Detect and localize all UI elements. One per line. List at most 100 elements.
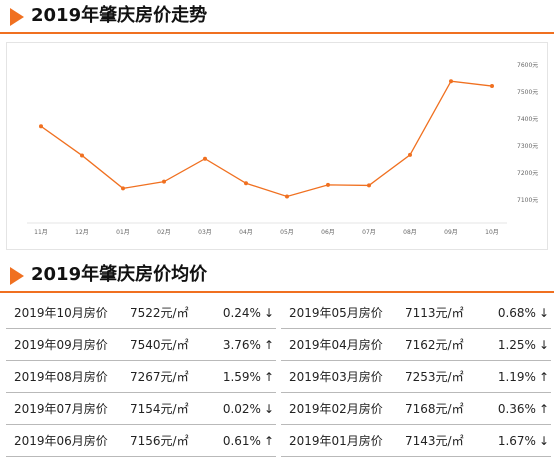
data-point xyxy=(285,194,289,199)
x-tick-label: 12月 xyxy=(75,229,89,236)
y-tick-label: 7300元 xyxy=(517,143,538,150)
row-change-value: 0.24% xyxy=(222,306,261,320)
row-change: 0.61% ↑ xyxy=(223,434,274,448)
change-arrow-icon: ↑ xyxy=(538,370,549,384)
x-tick-label: 11月 xyxy=(34,229,48,236)
data-point xyxy=(39,124,43,129)
data-point xyxy=(408,152,412,157)
row-price: 7162元/㎡ xyxy=(405,338,464,352)
table-section-header: 2019年肇庆房价均价 xyxy=(0,259,554,293)
row-change: 1.25% ↓ xyxy=(498,338,549,352)
change-arrow-icon: ↓ xyxy=(538,306,549,320)
row-change: 0.24% ↓ xyxy=(223,306,274,320)
table-row: 2019年05月房价 7113元/㎡ 0.68% ↓ xyxy=(281,297,551,329)
row-change: 1.67% ↓ xyxy=(498,434,549,448)
change-arrow-icon: ↑ xyxy=(263,370,274,384)
row-change-value: 1.25% xyxy=(497,338,536,352)
data-point xyxy=(121,186,125,191)
row-price: 7522元/㎡ xyxy=(130,306,189,320)
row-month: 2019年08月房价 xyxy=(14,370,108,384)
data-point xyxy=(244,181,248,186)
data-point xyxy=(203,156,207,161)
data-point xyxy=(449,79,453,84)
row-month: 2019年06月房价 xyxy=(14,434,108,448)
header-divider xyxy=(0,291,554,293)
x-tick-label: 04月 xyxy=(239,229,253,236)
row-price: 7168元/㎡ xyxy=(405,402,464,416)
row-change-value: 1.19% xyxy=(497,370,536,384)
table-row: 2019年03月房价 7253元/㎡ 1.19% ↑ xyxy=(281,361,551,393)
x-tick-label: 01月 xyxy=(116,229,130,236)
change-arrow-icon: ↓ xyxy=(538,338,549,352)
table-row: 2019年04月房价 7162元/㎡ 1.25% ↓ xyxy=(281,329,551,361)
x-tick-label: 10月 xyxy=(485,229,499,236)
row-change-value: 1.67% xyxy=(497,434,536,448)
data-point xyxy=(490,84,494,89)
chart-section-title: 2019年肇庆房价走势 xyxy=(31,5,208,26)
change-arrow-icon: ↑ xyxy=(263,434,274,448)
table-row: 2019年02月房价 7168元/㎡ 0.36% ↑ xyxy=(281,393,551,425)
change-arrow-icon: ↓ xyxy=(263,306,274,320)
price-trend-chart-svg: 7100元 7200元 7300元 7400元 7500元 7600元 11月 12月 01月 0… xyxy=(27,62,538,236)
price-table-left: 2019年10月房价 7522元/㎡ 0.24% ↓ 2019年09月房价 7540元/㎡… xyxy=(6,297,276,457)
series-line xyxy=(40,80,493,198)
row-month: 2019年09月房价 xyxy=(14,338,108,352)
y-tick-label: 7200元 xyxy=(517,170,538,177)
play-triangle-icon xyxy=(10,8,24,26)
row-change-value: 0.61% xyxy=(222,434,261,448)
play-triangle-icon xyxy=(10,267,24,285)
header-divider xyxy=(0,32,554,34)
data-point xyxy=(326,182,330,187)
row-price: 7143元/㎡ xyxy=(405,434,464,448)
x-tick-label: 02月 xyxy=(157,229,171,236)
row-month: 2019年07月房价 xyxy=(14,402,108,416)
row-change: 1.59% ↑ xyxy=(223,370,274,384)
table-row: 2019年08月房价 7267元/㎡ 1.59% ↑ xyxy=(6,361,276,393)
x-tick-label: 08月 xyxy=(403,229,417,236)
y-tick-label: 7500元 xyxy=(517,89,538,96)
row-month: 2019年01月房价 xyxy=(289,434,383,448)
row-change: 0.36% ↑ xyxy=(498,402,549,416)
y-tick-label: 7400元 xyxy=(517,116,538,123)
row-month: 2019年05月房价 xyxy=(289,306,383,320)
row-month: 2019年02月房价 xyxy=(289,402,383,416)
row-month: 2019年10月房价 xyxy=(14,306,108,320)
x-tick-label: 07月 xyxy=(362,229,376,236)
row-price: 7253元/㎡ xyxy=(405,370,464,384)
chart-section-header: 2019年肇庆房价走势 xyxy=(0,0,554,34)
x-tick-label: 06月 xyxy=(321,229,335,236)
row-change: 1.19% ↑ xyxy=(498,370,549,384)
data-point xyxy=(162,179,166,184)
table-row: 2019年10月房价 7522元/㎡ 0.24% ↓ xyxy=(6,297,276,329)
row-price: 7540元/㎡ xyxy=(130,338,189,352)
change-arrow-icon: ↓ xyxy=(263,402,274,416)
change-arrow-icon: ↑ xyxy=(263,338,274,352)
row-change-value: 3.76% xyxy=(222,338,261,352)
change-arrow-icon: ↓ xyxy=(538,434,549,448)
row-price: 7267元/㎡ xyxy=(130,370,189,384)
row-change-value: 1.59% xyxy=(222,370,261,384)
y-tick-label: 7600元 xyxy=(517,62,538,69)
y-tick-label: 7100元 xyxy=(517,197,538,204)
table-section-title: 2019年肇庆房价均价 xyxy=(31,264,208,285)
x-tick-label: 05月 xyxy=(280,229,294,236)
row-price: 7154元/㎡ xyxy=(130,402,189,416)
row-change: 0.68% ↓ xyxy=(498,306,549,320)
row-change: 3.76% ↑ xyxy=(223,338,274,352)
row-price: 7156元/㎡ xyxy=(130,434,189,448)
row-change: 0.02% ↓ xyxy=(223,402,274,416)
table-row: 2019年09月房价 7540元/㎡ 3.76% ↑ xyxy=(6,329,276,361)
row-month: 2019年04月房价 xyxy=(289,338,383,352)
table-row: 2019年07月房价 7154元/㎡ 0.02% ↓ xyxy=(6,393,276,425)
price-table-right: 2019年05月房价 7113元/㎡ 0.68% ↓ 2019年04月房价 7162元/㎡… xyxy=(281,297,551,457)
x-tick-label: 09月 xyxy=(444,229,458,236)
row-change-value: 0.36% xyxy=(497,402,536,416)
change-arrow-icon: ↑ xyxy=(538,402,549,416)
table-row: 2019年06月房价 7156元/㎡ 0.61% ↑ xyxy=(6,425,276,457)
row-change-value: 0.02% xyxy=(222,402,261,416)
data-point xyxy=(80,153,84,158)
price-trend-chart: 7100元 7200元 7300元 7400元 7500元 7600元 11月 12月 01月 0… xyxy=(6,42,548,250)
data-point xyxy=(367,183,371,188)
row-change-value: 0.68% xyxy=(497,306,536,320)
x-tick-label: 03月 xyxy=(198,229,212,236)
